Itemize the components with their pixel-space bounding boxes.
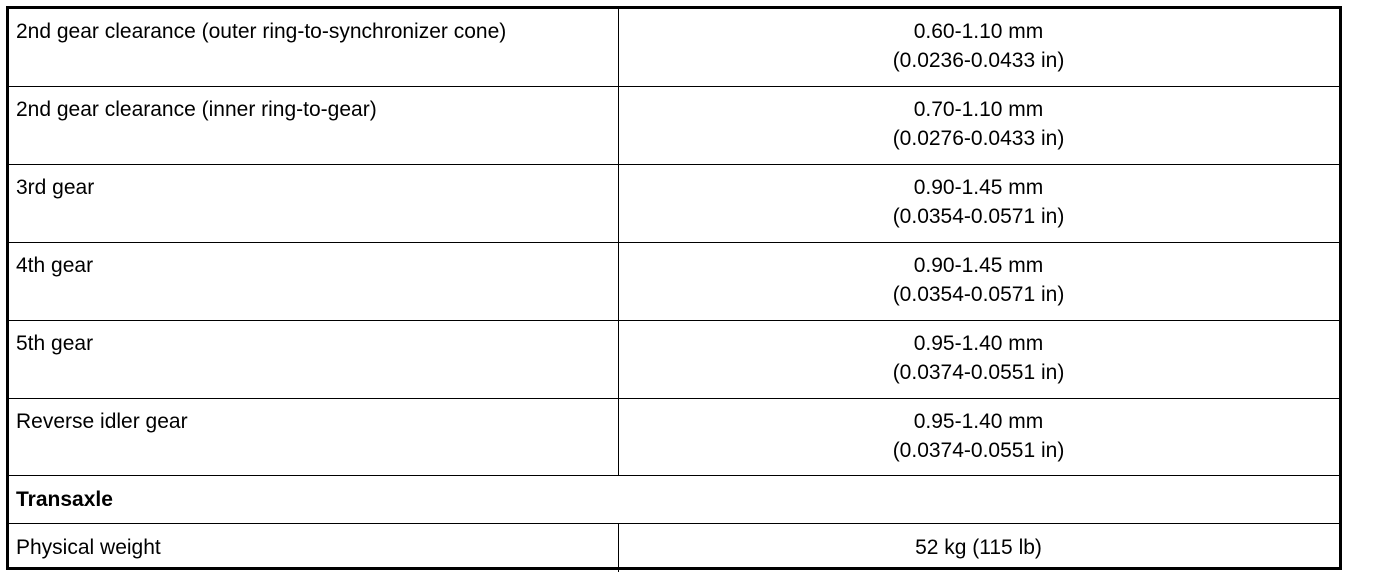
column-divider <box>618 87 619 164</box>
column-divider <box>618 243 619 320</box>
value-line: 0.95-1.40 mm <box>913 332 1044 355</box>
row-value: 0.60-1.10 mm (0.0236-0.0433 in) <box>618 17 1339 75</box>
spec-table: 2nd gear clearance (outer ring-to-synchr… <box>6 6 1342 572</box>
row-label: 3rd gear <box>16 176 95 199</box>
row-value: 0.90-1.45 mm (0.0354-0.0571 in) <box>618 173 1339 231</box>
value-line: 52 kg (115 lb) <box>915 536 1042 559</box>
value-line: (0.0374-0.0551 in) <box>892 439 1065 462</box>
row-label: Physical weight <box>16 536 161 559</box>
table-row: 4th gear 0.90-1.45 mm (0.0354-0.0571 in) <box>9 243 1339 321</box>
value-line: (0.0374-0.0551 in) <box>892 361 1065 384</box>
row-value: 0.95-1.40 mm (0.0374-0.0551 in) <box>618 407 1339 465</box>
column-divider <box>618 524 619 572</box>
row-label: Reverse idler gear <box>16 410 188 433</box>
table-row: 3rd gear 0.90-1.45 mm (0.0354-0.0571 in) <box>9 165 1339 243</box>
table-row: Reverse idler gear 0.95-1.40 mm (0.0374-0.… <box>9 399 1339 476</box>
value-line: (0.0354-0.0571 in) <box>892 283 1065 306</box>
table-row: 2nd gear clearance (outer ring-to-synchr… <box>9 9 1339 87</box>
row-value: 0.70-1.10 mm (0.0276-0.0433 in) <box>618 95 1339 153</box>
table-row: Physical weight 52 kg (115 lb) <box>9 524 1339 572</box>
row-value: 52 kg (115 lb) <box>618 533 1339 562</box>
value-line: 0.90-1.45 mm <box>913 176 1044 199</box>
row-label: 2nd gear clearance (outer ring-to-synchr… <box>16 20 507 43</box>
row-label: 2nd gear clearance (inner ring-to-gear) <box>16 98 377 121</box>
value-line: 0.95-1.40 mm <box>913 410 1044 433</box>
table-row: 5th gear 0.95-1.40 mm (0.0374-0.0551 in) <box>9 321 1339 399</box>
row-value: 0.95-1.40 mm (0.0374-0.0551 in) <box>618 329 1339 387</box>
value-line: (0.0236-0.0433 in) <box>892 49 1065 72</box>
row-value: 0.90-1.45 mm (0.0354-0.0571 in) <box>618 251 1339 309</box>
table-row: 2nd gear clearance (inner ring-to-gear) 0… <box>9 87 1339 165</box>
row-label: 4th gear <box>16 254 94 277</box>
row-label: 5th gear <box>16 332 94 355</box>
column-divider <box>618 165 619 242</box>
value-line: 0.60-1.10 mm <box>913 20 1044 43</box>
column-divider <box>618 9 619 86</box>
section-row: Transaxle <box>9 476 1339 524</box>
value-line: (0.0276-0.0433 in) <box>892 127 1065 150</box>
value-line: 0.70-1.10 mm <box>913 98 1044 121</box>
section-title: Transaxle <box>16 488 113 511</box>
column-divider <box>618 399 619 475</box>
value-line: (0.0354-0.0571 in) <box>892 205 1065 228</box>
value-line: 0.90-1.45 mm <box>913 254 1044 277</box>
column-divider <box>618 321 619 398</box>
